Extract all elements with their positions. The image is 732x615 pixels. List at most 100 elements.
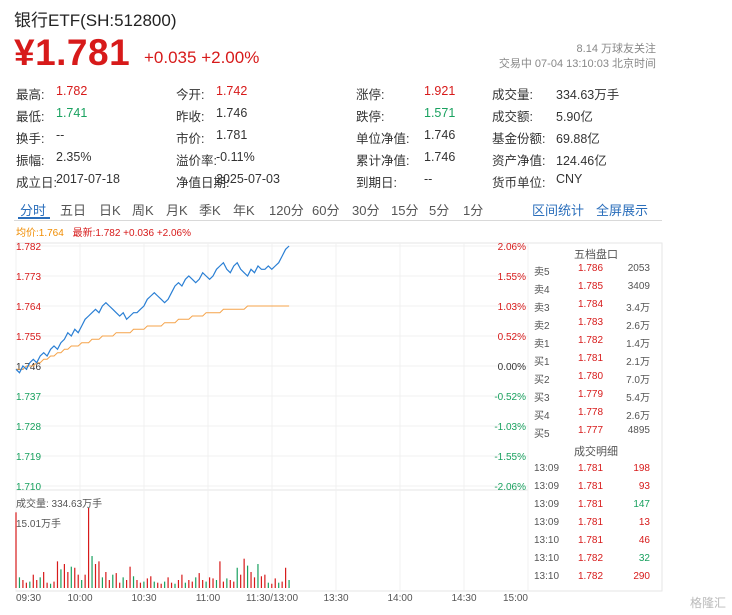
volume-bar: [191, 581, 193, 588]
fullscreen-link[interactable]: 全屏展示: [596, 203, 649, 218]
stat-label: 昨收:: [176, 110, 205, 124]
stat-value: 124.46亿: [556, 154, 607, 168]
stat-label: 成交额:: [492, 110, 533, 124]
stat-value: 1.746: [424, 150, 456, 164]
tab-4[interactable]: 月K: [166, 203, 188, 218]
volume-bar: [94, 564, 97, 588]
volume-bar: [274, 578, 276, 588]
stat-label: 资产净值:: [492, 154, 546, 168]
x-tick-label: 13:30: [323, 593, 348, 604]
book-cell: 买5: [534, 429, 550, 440]
volume-bar: [157, 582, 159, 588]
stat-value: 334.63万手: [556, 88, 620, 102]
y-pct-tick-label: 1.55%: [498, 272, 526, 283]
price-change: +0.035 +2.00%: [144, 48, 260, 67]
stat-value: --: [56, 128, 65, 142]
volume-bar: [160, 583, 162, 588]
stat-label: 市价:: [176, 132, 205, 146]
y-tick-label: 1.719: [16, 452, 41, 463]
buy-row: 买1 1.781 2.1万: [532, 351, 660, 369]
book-cell: 买1: [534, 357, 550, 368]
tab-3[interactable]: 周K: [132, 203, 154, 218]
volume-bar: [115, 573, 117, 588]
volume-bar: [84, 574, 86, 588]
y-tick-label: 1.710: [16, 482, 41, 493]
book-cell: 4895: [627, 425, 650, 436]
book-cell: 147: [633, 499, 650, 510]
range-stats-link[interactable]: 区间统计: [532, 203, 585, 218]
y-tick-label: 1.773: [16, 272, 41, 283]
tab-11[interactable]: 5分: [429, 203, 450, 218]
volume-bar: [253, 577, 256, 588]
volume-bar: [184, 582, 186, 588]
stat-label: 单位净值:: [356, 132, 410, 146]
chart-legend: 均价:1.764 最新:1.782 +0.036 +2.06%: [16, 224, 191, 239]
stat-label: 成交量:: [492, 88, 533, 102]
volume-bar: [236, 567, 238, 588]
y-tick-label: 1.755: [16, 332, 41, 343]
y-tick-label: 1.737: [16, 392, 41, 403]
tab-10[interactable]: 15分: [391, 203, 419, 218]
book-cell: 93: [638, 481, 650, 492]
y-tick-label: 1.782: [16, 242, 41, 253]
sell-row: 卖5 1.786 2053: [532, 261, 660, 279]
tab-1[interactable]: 五日: [60, 203, 87, 218]
book-cell: 1.781: [578, 535, 604, 546]
stat-label: 成立日:: [16, 176, 57, 190]
volume-bar: [177, 580, 180, 588]
book-cell: 46: [638, 535, 650, 546]
tab-8[interactable]: 60分: [312, 203, 340, 218]
volume-bar: [229, 580, 231, 588]
volume-bar: [87, 508, 90, 588]
volume-bar: [226, 578, 228, 588]
tab-6[interactable]: 年K: [233, 203, 255, 218]
volume-max-label: 15.01万手: [16, 519, 62, 530]
volume-bar: [39, 577, 41, 588]
book-cell: 1.781: [578, 517, 604, 528]
y-pct-tick-label: -1.55%: [494, 452, 526, 463]
volume-bar: [181, 574, 183, 588]
watermark: 格隆汇: [689, 596, 726, 610]
volume-bar: [170, 582, 173, 588]
volume-bar: [167, 577, 169, 588]
tab-7[interactable]: 120分: [269, 203, 304, 218]
y-pct-tick-label: 2.06%: [498, 242, 526, 253]
volume-bar: [174, 583, 176, 588]
y-tick-label: 1.728: [16, 422, 41, 433]
book-cell: 卖3: [534, 303, 550, 314]
volume-bar: [46, 582, 48, 588]
sell-row: 卖2 1.783 2.6万: [532, 315, 660, 333]
deal-row: 13:09 1.781 93: [532, 479, 660, 497]
deal-row: 13:09 1.781 147: [532, 497, 660, 515]
buy-row: 买5 1.777 4895: [532, 423, 660, 441]
tab-12[interactable]: 1分: [463, 203, 484, 218]
stat-label: 溢价率:: [176, 154, 217, 168]
volume-bar: [195, 577, 197, 588]
stat-label: 振幅:: [16, 154, 45, 168]
volume-bar: [212, 578, 214, 588]
stat-label: 货币单位:: [492, 176, 546, 190]
book-cell: 198: [633, 463, 650, 474]
tab-2[interactable]: 日K: [99, 203, 121, 218]
book-cell: 1.784: [578, 299, 604, 310]
deal-row: 13:10 1.781 46: [532, 533, 660, 551]
active-tab-underline: [18, 217, 50, 219]
tab-9[interactable]: 30分: [352, 203, 380, 218]
stat-value: 2017-07-18: [56, 172, 120, 186]
x-tick-label: 14:00: [387, 593, 412, 604]
book-cell: 1.781: [578, 463, 604, 474]
book-cell: 2.1万: [626, 357, 650, 368]
stat-value: -0.11%: [216, 150, 255, 164]
stat-label: 累计净值:: [356, 154, 410, 168]
book-cell: 1.782: [578, 553, 604, 564]
stat-label: 最高:: [16, 88, 45, 102]
y-pct-tick-label: 1.03%: [498, 302, 526, 313]
order-book-title: 五档盘口: [574, 249, 618, 261]
volume-bar: [74, 567, 76, 588]
book-cell: 32: [638, 553, 650, 564]
tab-0[interactable]: 分时: [20, 203, 47, 218]
volume-bar: [257, 564, 259, 588]
book-cell: 13:10: [534, 535, 560, 546]
tab-5[interactable]: 季K: [199, 203, 221, 218]
